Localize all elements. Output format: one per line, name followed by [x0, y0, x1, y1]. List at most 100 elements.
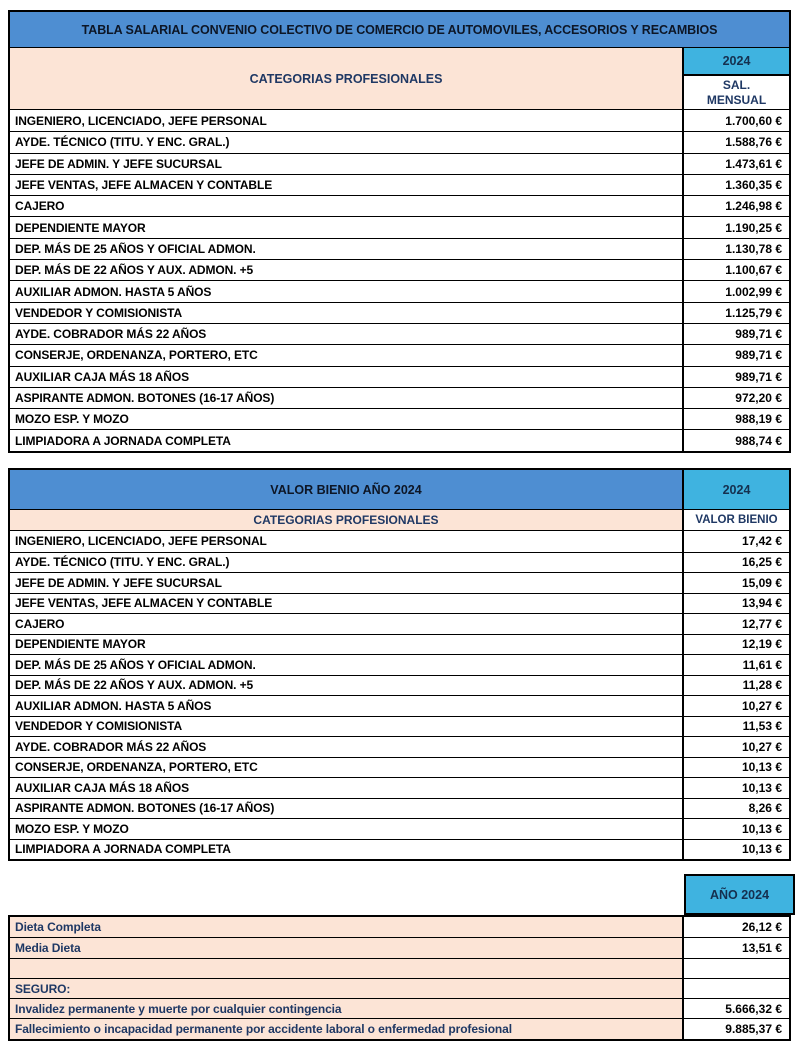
table-row: LIMPIADORA A JORNADA COMPLETA 10,13 €	[10, 838, 789, 859]
value-cell: 16,25 €	[682, 552, 789, 572]
value-cell: 1.100,67 €	[682, 260, 789, 281]
table-row: MOZO ESP. Y MOZO 988,19 €	[10, 408, 789, 430]
table-row: INGENIERO, LICENCIADO, JEFE PERSONAL 1.70…	[10, 110, 789, 132]
table-row: VENDEDOR Y COMISIONISTA 1.125,79 €	[10, 301, 789, 323]
value-cell: 5.666,32 €	[682, 999, 789, 1019]
table-row: CAJERO 12,77 €	[10, 613, 789, 634]
year-header: 2024	[684, 48, 789, 76]
category-cell: JEFE VENTAS, JEFE ALMACEN Y CONTABLE	[15, 596, 273, 611]
year-header: 2024	[682, 470, 789, 509]
value-cell: 1.130,78 €	[682, 238, 789, 260]
table-row: AUXILIAR CAJA MÁS 18 AÑOS 10,13 €	[10, 777, 789, 798]
table-row: DEP. MÁS DE 22 AÑOS Y AUX. ADMON. +5 1.10…	[10, 259, 789, 281]
value-cell: 988,74 €	[682, 430, 789, 451]
value-cell: 10,13 €	[682, 819, 789, 839]
value-cell: 13,51 €	[682, 938, 789, 958]
table-row: CONSERJE, ORDENANZA, PORTERO, ETC 989,71 …	[10, 344, 789, 366]
category-cell: CONSERJE, ORDENANZA, PORTERO, ETC	[15, 348, 258, 363]
table-row: Invalidez permanente y muerte por cualqu…	[10, 998, 789, 1019]
category-cell: LIMPIADORA A JORNADA COMPLETA	[15, 433, 231, 448]
value-cell: 11,61 €	[682, 655, 789, 675]
value-cell: 1.588,76 €	[682, 132, 789, 153]
categories-header: CATEGORIAS PROFESIONALES	[10, 510, 682, 530]
year-header: AÑO 2024	[684, 874, 795, 915]
value-cell	[682, 958, 789, 978]
table-row: JEFE DE ADMIN. Y JEFE SUCURSAL 15,09 €	[10, 572, 789, 593]
table-row: AUXILIAR ADMON. HASTA 5 AÑOS 10,27 €	[10, 695, 789, 716]
value-cell: 8,26 €	[682, 798, 789, 818]
category-cell: DEPENDIENTE MAYOR	[15, 637, 146, 652]
value-cell: 10,13 €	[682, 839, 789, 859]
category-cell: MOZO ESP. Y MOZO	[15, 412, 129, 427]
salary-table-header: CATEGORIAS PROFESIONALES 2024 SAL. MENSU…	[10, 48, 789, 110]
table-row: AYDE. COBRADOR MÁS 22 AÑOS 10,27 €	[10, 736, 789, 757]
category-cell: DEP. MÁS DE 22 AÑOS Y AUX. ADMON. +5	[15, 678, 254, 693]
category-cell: AYDE. TÉCNICO (TITU. Y ENC. GRAL.)	[15, 135, 230, 150]
table-row: JEFE VENTAS, JEFE ALMACEN Y CONTABLE 1.36…	[10, 173, 789, 196]
category-cell: ASPIRANTE ADMON. BOTONES (16-17 AÑOS)	[15, 801, 275, 816]
value-cell: 1.360,35 €	[682, 174, 789, 196]
table-row: JEFE DE ADMIN. Y JEFE SUCURSAL 1.473,61 €	[10, 152, 789, 174]
value-cell: 12,77 €	[682, 614, 789, 634]
value-cell: 989,71 €	[682, 323, 789, 345]
value-header: SAL. MENSUAL	[684, 76, 789, 109]
table-row: CAJERO 1.246,98 €	[10, 195, 789, 217]
value-cell: 10,27 €	[682, 737, 789, 757]
value-cell: 1.700,60 €	[682, 110, 789, 132]
value-cell: 10,13 €	[682, 757, 789, 777]
value-cell: 1.002,99 €	[682, 281, 789, 302]
category-cell: AUXILIAR ADMON. HASTA 5 AÑOS	[15, 284, 212, 299]
table-row: ASPIRANTE ADMON. BOTONES (16-17 AÑOS) 8,2…	[10, 797, 789, 818]
value-cell: 15,09 €	[682, 573, 789, 593]
category-cell: JEFE DE ADMIN. Y JEFE SUCURSAL	[15, 575, 222, 590]
category-cell: VENDEDOR Y COMISIONISTA	[15, 305, 183, 320]
category-cell: SEGURO:	[10, 978, 682, 999]
value-cell	[682, 978, 789, 999]
value-header: VALOR BIENIO	[682, 510, 789, 530]
value-cell: 988,19 €	[682, 409, 789, 430]
category-cell: ASPIRANTE ADMON. BOTONES (16-17 AÑOS)	[15, 391, 275, 405]
category-cell: CONSERJE, ORDENANZA, PORTERO, ETC	[15, 760, 258, 775]
category-cell: AUXILIAR ADMON. HASTA 5 AÑOS	[15, 698, 212, 713]
table-row: AYDE. TÉCNICO (TITU. Y ENC. GRAL.) 16,25 …	[10, 551, 789, 572]
value-cell: 1.190,25 €	[682, 217, 789, 238]
category-cell: DEP. MÁS DE 22 AÑOS Y AUX. ADMON. +5	[15, 263, 254, 278]
category-cell: Invalidez permanente y muerte por cualqu…	[10, 999, 682, 1019]
table-row: DEP. MÁS DE 22 AÑOS Y AUX. ADMON. +5 11,2…	[10, 674, 789, 695]
value-cell: 1.125,79 €	[682, 302, 789, 323]
value-cell: 989,71 €	[682, 345, 789, 366]
category-cell: MOZO ESP. Y MOZO	[15, 821, 129, 836]
allowances-table: Dieta Completa 26,12 € Media Dieta 13,51 € S…	[8, 915, 791, 1041]
category-cell: AYDE. COBRADOR MÁS 22 AÑOS	[15, 327, 207, 342]
table-row: DEP. MÁS DE 25 AÑOS Y OFICIAL ADMON. 11,6…	[10, 654, 789, 675]
value-cell: 13,94 €	[682, 593, 789, 613]
bienio-table: VALOR BIENIO AÑO 2024 2024 CATEGORIAS PR…	[8, 468, 791, 861]
table-row: INGENIERO, LICENCIADO, JEFE PERSONAL 17,4…	[10, 531, 789, 552]
table-row: LIMPIADORA A JORNADA COMPLETA 988,74 €	[10, 429, 789, 451]
category-cell: CAJERO	[15, 616, 65, 631]
category-cell: Fallecimiento o incapacidad permanente p…	[10, 1019, 682, 1039]
allowances-table-rows: Dieta Completa 26,12 € Media Dieta 13,51 € S…	[10, 917, 789, 1039]
value-cell: 10,13 €	[682, 778, 789, 798]
salary-table-rows: INGENIERO, LICENCIADO, JEFE PERSONAL 1.70…	[10, 110, 789, 451]
category-cell: AYDE. COBRADOR MÁS 22 AÑOS	[15, 739, 207, 754]
value-cell: 972,20 €	[682, 387, 789, 409]
category-cell: AYDE. TÉCNICO (TITU. Y ENC. GRAL.)	[15, 555, 230, 570]
table-row: MOZO ESP. Y MOZO 10,13 €	[10, 818, 789, 839]
table-row: SEGURO:	[10, 977, 789, 999]
value-cell: 11,28 €	[682, 675, 789, 695]
category-cell: INGENIERO, LICENCIADO, JEFE PERSONAL	[15, 113, 267, 128]
salary-table: TABLA SALARIAL CONVENIO COLECTIVO DE COM…	[8, 10, 791, 453]
salary-value-column-header: 2024 SAL. MENSUAL	[682, 48, 789, 109]
table-row: JEFE VENTAS, JEFE ALMACEN Y CONTABLE 13,9…	[10, 592, 789, 613]
bienio-table-rows: INGENIERO, LICENCIADO, JEFE PERSONAL 17,4…	[10, 531, 789, 859]
value-cell: 10,27 €	[682, 696, 789, 716]
table-row: ASPIRANTE ADMON. BOTONES (16-17 AÑOS) 972…	[10, 386, 789, 409]
table-row: CONSERJE, ORDENANZA, PORTERO, ETC 10,13 €	[10, 756, 789, 777]
table-row: AYDE. TÉCNICO (TITU. Y ENC. GRAL.) 1.588,…	[10, 131, 789, 153]
category-cell: INGENIERO, LICENCIADO, JEFE PERSONAL	[15, 534, 267, 549]
category-cell: LIMPIADORA A JORNADA COMPLETA	[15, 842, 231, 857]
category-cell: DEPENDIENTE MAYOR	[15, 220, 146, 235]
category-cell: JEFE DE ADMIN. Y JEFE SUCURSAL	[15, 156, 222, 171]
